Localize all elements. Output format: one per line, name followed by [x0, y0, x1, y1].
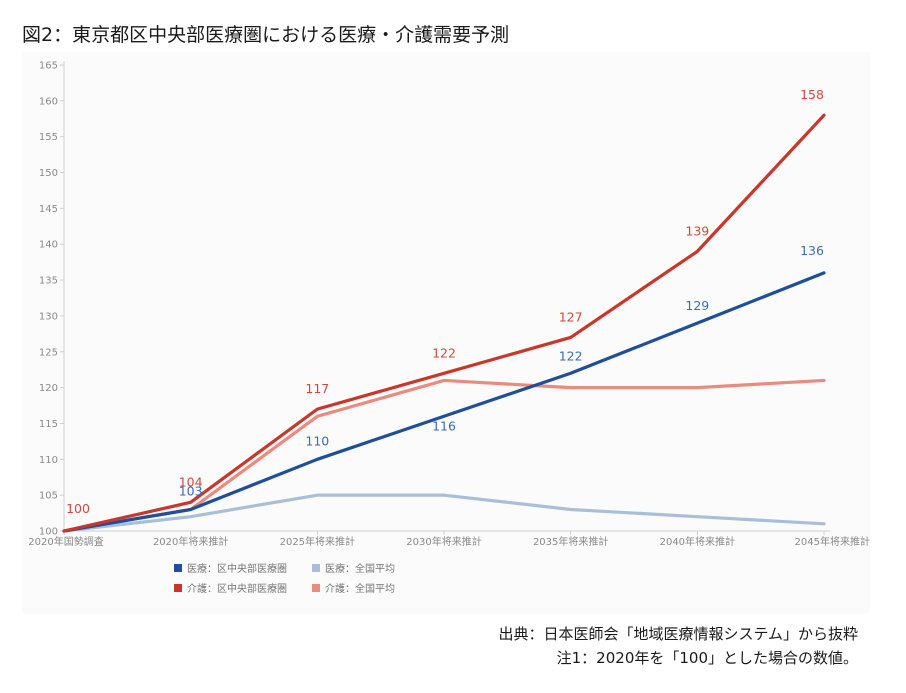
data-label: 117 [305, 381, 329, 396]
series-line [62, 493, 826, 533]
y-tick-label: 100 [39, 527, 58, 538]
data-label: 158 [800, 87, 824, 102]
x-tick-label: 2045年将来推計 [795, 535, 870, 548]
y-tick-label: 105 [39, 491, 58, 502]
x-tick-label: 2025年将来推計 [280, 535, 355, 548]
y-tick-label: 130 [39, 311, 58, 322]
data-label: 129 [685, 298, 709, 313]
y-tick-label: 125 [39, 347, 58, 358]
x-tick-label: 2035年将来推計 [533, 535, 608, 548]
y-tick-label: 120 [39, 383, 58, 394]
note-line: 注1：2020年を「100」とした場合の数値。 [556, 649, 858, 667]
chart-panel: 100 105 110 115 120 125 130 135 140 145 150 155 160 1… [22, 52, 870, 614]
source-line: 出典：日本医師会「地域医療情報システム」から抜粋 [498, 625, 858, 643]
series-lines [62, 113, 826, 533]
chart-title: 図2：東京都区中央部医療圏における医療・介護需要予測 [22, 24, 510, 46]
x-tick-label: 2020年国勢調査 [28, 535, 103, 548]
data-label: 127 [559, 309, 583, 324]
data-label: 122 [432, 345, 456, 360]
y-tick-label: 150 [39, 168, 58, 179]
series-line [62, 113, 826, 533]
y-tick-label: 140 [39, 240, 58, 251]
x-tick-label: 2020年将来推計 [153, 535, 228, 548]
chart-axes: 100 105 110 115 120 125 130 135 140 145 150 155 160 1… [28, 61, 870, 549]
x-tick-label: 2040年将来推計 [660, 535, 735, 548]
y-tick-label: 165 [39, 61, 58, 72]
legend-label: 介護：全国平均 [325, 582, 395, 595]
legend-label: 医療：全国平均 [325, 562, 395, 575]
data-label: 116 [432, 418, 456, 433]
data-label: 110 [305, 433, 329, 448]
data-label: 139 [685, 223, 709, 238]
data-label: 103 [179, 483, 203, 498]
legend-swatch [174, 584, 182, 592]
legend-label: 介護：区中央部医療圏 [187, 582, 287, 595]
data-label: 136 [800, 243, 824, 258]
legend-swatch [312, 584, 320, 592]
legend-swatch [312, 564, 320, 572]
y-tick-label: 110 [39, 455, 58, 466]
data-label: 122 [559, 348, 583, 363]
series-line [62, 378, 826, 533]
y-tick-label: 135 [39, 276, 58, 287]
source-note: 出典：日本医師会「地域医療情報システム」から抜粋 注1：2020年を「100」と… [498, 622, 858, 670]
y-tick-label: 160 [39, 96, 58, 107]
y-tick-label: 145 [39, 204, 58, 215]
y-tick-label: 115 [39, 419, 58, 430]
legend-swatch [174, 564, 182, 572]
series-line [62, 271, 826, 533]
data-labels: 103 110 116 122 129 136 100 104 117 122 127 139 158 [66, 87, 824, 516]
line-chart: 100 105 110 115 120 125 130 135 140 145 150 155 160 1… [28, 61, 870, 596]
data-label: 100 [66, 501, 90, 516]
x-tick-label: 2030年将来推計 [406, 535, 481, 548]
legend-label: 医療：区中央部医療圏 [187, 562, 287, 575]
data-label: 104 [179, 474, 203, 489]
y-tick-label: 155 [39, 132, 58, 143]
